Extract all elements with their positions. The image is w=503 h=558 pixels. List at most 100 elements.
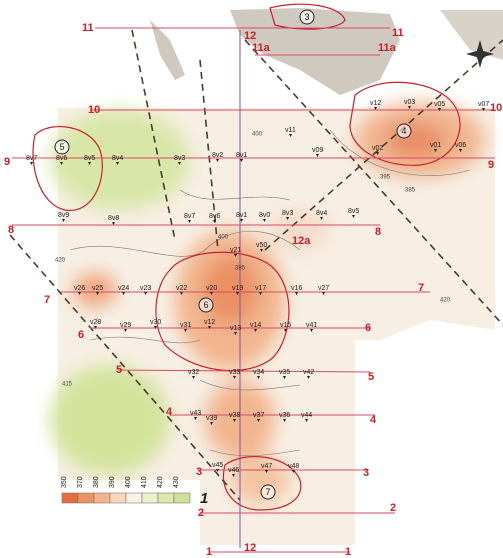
station-marker (310, 329, 313, 332)
legend-swatch (157, 492, 175, 504)
legend-swatch (77, 492, 95, 504)
station-label: 8v6 (209, 213, 220, 220)
contour-label: 385 (235, 266, 246, 272)
station-marker (240, 159, 243, 162)
station-marker (289, 134, 292, 137)
station-marker (184, 329, 187, 332)
station-label: v29 (120, 322, 131, 329)
profile-label: 1 (206, 546, 212, 558)
station-marker (322, 292, 325, 295)
station-label: v37 (253, 412, 264, 419)
station-marker (284, 329, 287, 332)
station-marker (286, 217, 289, 220)
station-marker (122, 292, 125, 295)
station-marker (263, 219, 266, 222)
station-marker (96, 292, 99, 295)
station-marker (438, 108, 441, 111)
station-label: v24 (118, 285, 129, 292)
station-marker (213, 220, 216, 223)
circle (260, 484, 276, 500)
station-marker (320, 217, 323, 220)
circle (54, 139, 70, 155)
profile-label: 4 (370, 414, 377, 426)
legend-value: 390 (109, 476, 116, 488)
station-label: v43 (190, 410, 201, 417)
station-label: v21 (230, 247, 241, 254)
station-marker (112, 222, 115, 225)
station-label: v03 (404, 99, 415, 106)
legend-label: 1 (200, 490, 208, 507)
legend-value: 410 (141, 476, 148, 488)
profile-label: 7 (44, 294, 50, 306)
contour-label: 420 (55, 258, 66, 264)
profile-label: 11 (82, 22, 94, 34)
station-marker (154, 326, 157, 329)
station-marker (295, 292, 298, 295)
station-label: v46 (228, 467, 239, 474)
station-label: v12 (370, 100, 381, 107)
station-marker (208, 326, 211, 329)
anomaly-field (50, 102, 495, 545)
station-label: 8v9 (58, 212, 69, 219)
station-label: v44 (301, 412, 312, 419)
circled-number: 7 (265, 487, 270, 497)
station-label: v15 (280, 322, 291, 329)
station-marker (192, 376, 195, 379)
profile-label: 11a (252, 42, 271, 54)
station-label: v36 (279, 412, 290, 419)
legend-swatch (61, 492, 79, 504)
station-label: 8v1 (236, 152, 247, 159)
profile-label: 6 (365, 322, 371, 334)
station-label: v26 (74, 285, 85, 292)
station-label: 8v7 (184, 213, 195, 220)
station-label: v42 (303, 369, 314, 376)
station-marker (233, 419, 236, 422)
station-label: v06 (455, 142, 466, 149)
contour-label: 400 (252, 132, 263, 138)
station-label: v50 (256, 242, 267, 249)
station-marker (116, 162, 119, 165)
profile-label: 9 (488, 159, 494, 171)
contour-label: 415 (62, 382, 73, 388)
station-label: v11 (285, 127, 296, 134)
station-marker (210, 422, 213, 425)
land (150, 8, 503, 95)
legend-swatch (125, 492, 143, 504)
profile-label: 11a (378, 42, 397, 54)
station-marker (233, 376, 236, 379)
station-marker (316, 154, 319, 157)
profile-label: 2 (390, 502, 396, 514)
legend: 350 370 380 390 400 410 420 430 1 (61, 476, 209, 507)
circle (396, 123, 412, 139)
station-label: 8v5 (348, 208, 359, 215)
station-label: 8v6 (56, 155, 67, 162)
profile-label: 4 (166, 406, 173, 418)
contour-labels: 400 385 395 415 420 420 385 400 (55, 132, 451, 388)
station-marker (283, 376, 286, 379)
contour-label: 400 (218, 235, 229, 241)
station-label: v07 (478, 101, 489, 108)
station-marker (94, 326, 97, 329)
profile-label: 5 (116, 364, 122, 376)
station-marker (352, 215, 355, 218)
station-label: 8v7 (26, 155, 37, 162)
profile-label: 6 (78, 329, 84, 341)
station-marker (234, 254, 237, 257)
station-label: v27 (318, 285, 329, 292)
station-marker (178, 162, 181, 165)
legend-swatch (173, 492, 191, 504)
station-marker (236, 292, 239, 295)
profile-label: 10 (490, 102, 502, 114)
station-marker (376, 152, 379, 155)
station-marker (88, 162, 91, 165)
contour-label: 395 (380, 175, 391, 181)
station-marker (259, 292, 262, 295)
station-label: 8v3 (174, 155, 185, 162)
station-label: 8v2 (212, 152, 223, 159)
station-marker (408, 106, 411, 109)
station-marker (216, 159, 219, 162)
profile-label: 11 (392, 27, 404, 39)
station-label: v25 (92, 285, 103, 292)
profile-label: 12a (292, 235, 311, 247)
station-marker (305, 419, 308, 422)
